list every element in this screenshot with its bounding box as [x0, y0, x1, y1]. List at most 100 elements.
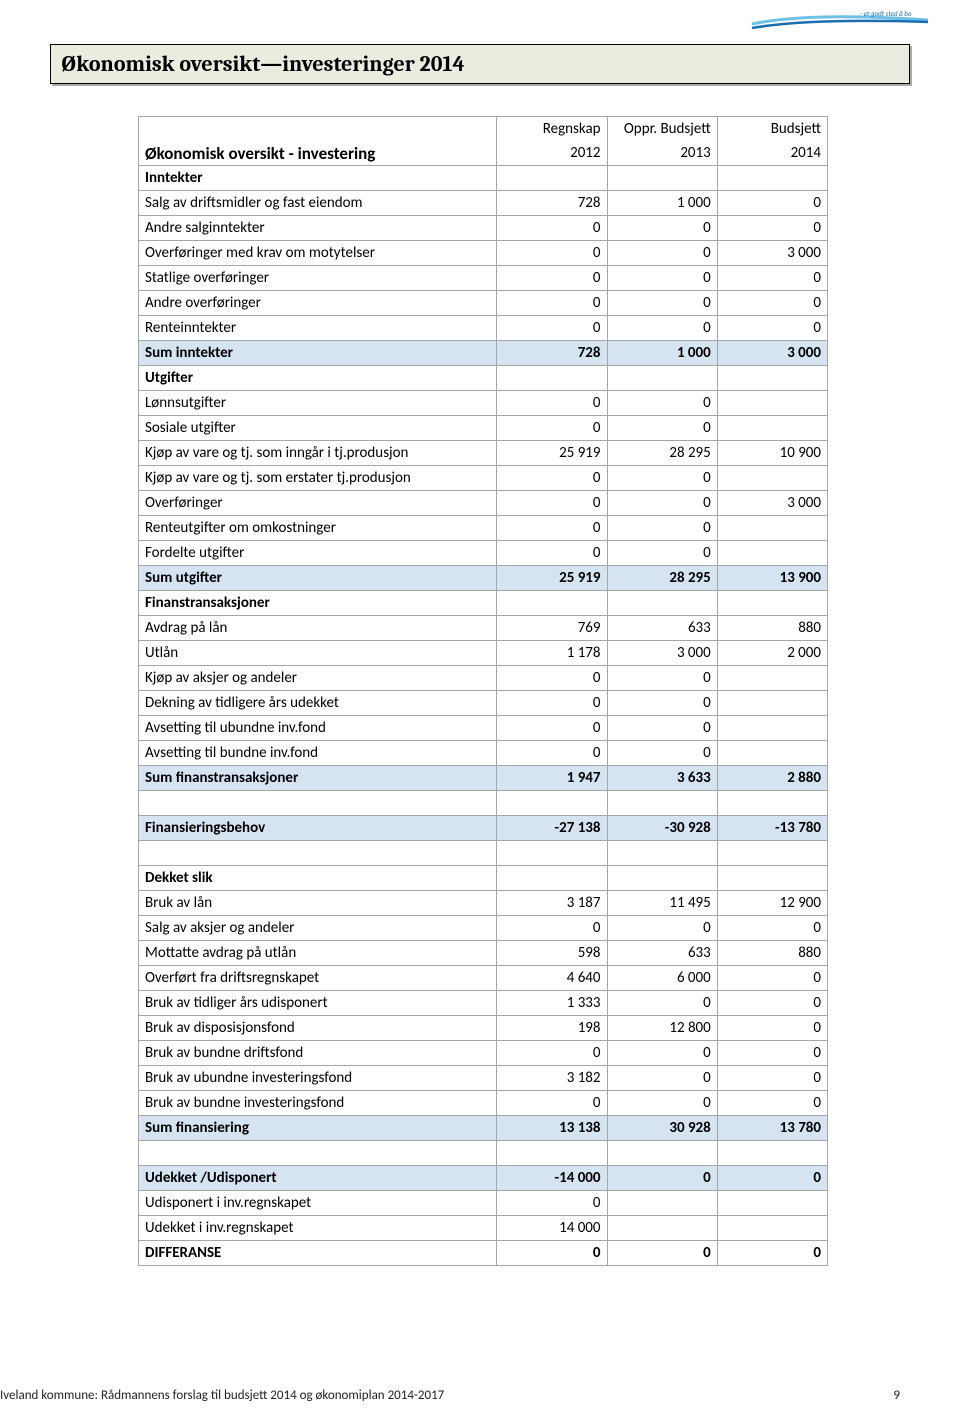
- row-value: 0: [497, 416, 607, 441]
- row-value: 0: [497, 716, 607, 741]
- row-label: Sum finansiering: [139, 1116, 497, 1141]
- row-value: 0: [717, 291, 827, 316]
- table-main-header: Økonomisk oversikt - investering: [139, 141, 497, 166]
- table-row: Avdrag på lån769633880: [139, 616, 828, 641]
- row-value: 0: [607, 316, 717, 341]
- row-label: Dekket slik: [139, 866, 497, 891]
- row-value: 0: [607, 216, 717, 241]
- row-value: [607, 1216, 717, 1241]
- table-row: Sum utgifter25 91928 29513 900: [139, 566, 828, 591]
- row-value: 633: [607, 941, 717, 966]
- row-value: 598: [497, 941, 607, 966]
- row-value: -14 000: [497, 1166, 607, 1191]
- row-value: 3 633: [607, 766, 717, 791]
- row-label: Salg av driftsmidler og fast eiendom: [139, 191, 497, 216]
- row-value: [717, 866, 827, 891]
- row-label: Dekning av tidligere års udekket: [139, 691, 497, 716]
- row-value: [717, 1141, 827, 1166]
- row-value: [607, 166, 717, 191]
- row-value: [717, 1191, 827, 1216]
- row-label: Bruk av lån: [139, 891, 497, 916]
- table-row: Bruk av lån3 18711 49512 900: [139, 891, 828, 916]
- table-row: Salg av aksjer og andeler000: [139, 916, 828, 941]
- row-value: 0: [717, 1016, 827, 1041]
- table-row: Overføringer med krav om motytelser003 0…: [139, 241, 828, 266]
- page-title: Økonomisk oversikt—investeringer 2014: [61, 51, 465, 77]
- row-value: 11 495: [607, 891, 717, 916]
- row-value: [717, 591, 827, 616]
- row-value: [607, 1191, 717, 1216]
- row-value: 0: [497, 916, 607, 941]
- row-value: 0: [607, 1091, 717, 1116]
- row-value: 25 919: [497, 441, 607, 466]
- row-value: [717, 366, 827, 391]
- row-value: 0: [497, 1091, 607, 1116]
- table-row: Andre overføringer000: [139, 291, 828, 316]
- col-header-bot-0: 2012: [497, 141, 607, 166]
- row-value: 728: [497, 191, 607, 216]
- row-value: -30 928: [607, 816, 717, 841]
- col-header-bot-2: 2014: [717, 141, 827, 166]
- table-row: Salg av driftsmidler og fast eiendom7281…: [139, 191, 828, 216]
- row-value: 3 187: [497, 891, 607, 916]
- row-value: 4 640: [497, 966, 607, 991]
- row-value: 0: [607, 266, 717, 291]
- row-value: 3 182: [497, 1066, 607, 1091]
- table-row: Lønnsutgifter00: [139, 391, 828, 416]
- row-value: 3 000: [717, 341, 827, 366]
- row-value: 6 000: [607, 966, 717, 991]
- row-value: 3 000: [717, 241, 827, 266]
- row-value: 0: [497, 466, 607, 491]
- row-value: 1 178: [497, 641, 607, 666]
- row-value: 0: [717, 966, 827, 991]
- table-row: Renteinntekter000: [139, 316, 828, 341]
- table-row: Bruk av bundne investeringsfond000: [139, 1091, 828, 1116]
- table-row: Finanstransaksjoner: [139, 591, 828, 616]
- row-value: 0: [717, 1041, 827, 1066]
- table-row: Overføringer003 000: [139, 491, 828, 516]
- row-label: Sum utgifter: [139, 566, 497, 591]
- row-value: [497, 866, 607, 891]
- col-header-bot-1: 2013: [607, 141, 717, 166]
- row-value: [717, 791, 827, 816]
- row-value: 0: [497, 316, 607, 341]
- row-value: [497, 166, 607, 191]
- row-value: 0: [497, 666, 607, 691]
- table-row: Dekning av tidligere års udekket00: [139, 691, 828, 716]
- row-value: 12 900: [717, 891, 827, 916]
- row-value: 0: [497, 1191, 607, 1216]
- row-value: 633: [607, 616, 717, 641]
- table-row: Bruk av bundne driftsfond000: [139, 1041, 828, 1066]
- row-value: 2 000: [717, 641, 827, 666]
- row-value: 28 295: [607, 441, 717, 466]
- row-value: 0: [497, 691, 607, 716]
- row-value: [717, 691, 827, 716]
- row-value: [497, 791, 607, 816]
- table-row: Udekket /Udisponert-14 00000: [139, 1166, 828, 1191]
- table-row: Sum finansiering13 13830 92813 780: [139, 1116, 828, 1141]
- row-value: 0: [607, 1041, 717, 1066]
- row-value: [497, 841, 607, 866]
- row-label: [139, 791, 497, 816]
- table-row: DIFFERANSE000: [139, 1241, 828, 1266]
- row-value: [607, 591, 717, 616]
- row-value: 0: [607, 241, 717, 266]
- row-value: 1 000: [607, 191, 717, 216]
- table-row: Finansieringsbehov-27 138-30 928-13 780: [139, 816, 828, 841]
- row-value: 0: [497, 1041, 607, 1066]
- table-row: [139, 841, 828, 866]
- row-label: Inntekter: [139, 166, 497, 191]
- row-label: Udisponert i inv.regnskapet: [139, 1191, 497, 1216]
- row-value: 0: [717, 216, 827, 241]
- row-label: Renteinntekter: [139, 316, 497, 341]
- row-value: 880: [717, 941, 827, 966]
- row-label: Bruk av disposisjonsfond: [139, 1016, 497, 1041]
- row-value: [717, 516, 827, 541]
- row-value: 0: [607, 691, 717, 716]
- row-value: 0: [497, 216, 607, 241]
- table-row: Overført fra driftsregnskapet4 6406 0000: [139, 966, 828, 991]
- row-value: 728: [497, 341, 607, 366]
- row-value: [717, 466, 827, 491]
- table-row: Dekket slik: [139, 866, 828, 891]
- row-value: 880: [717, 616, 827, 641]
